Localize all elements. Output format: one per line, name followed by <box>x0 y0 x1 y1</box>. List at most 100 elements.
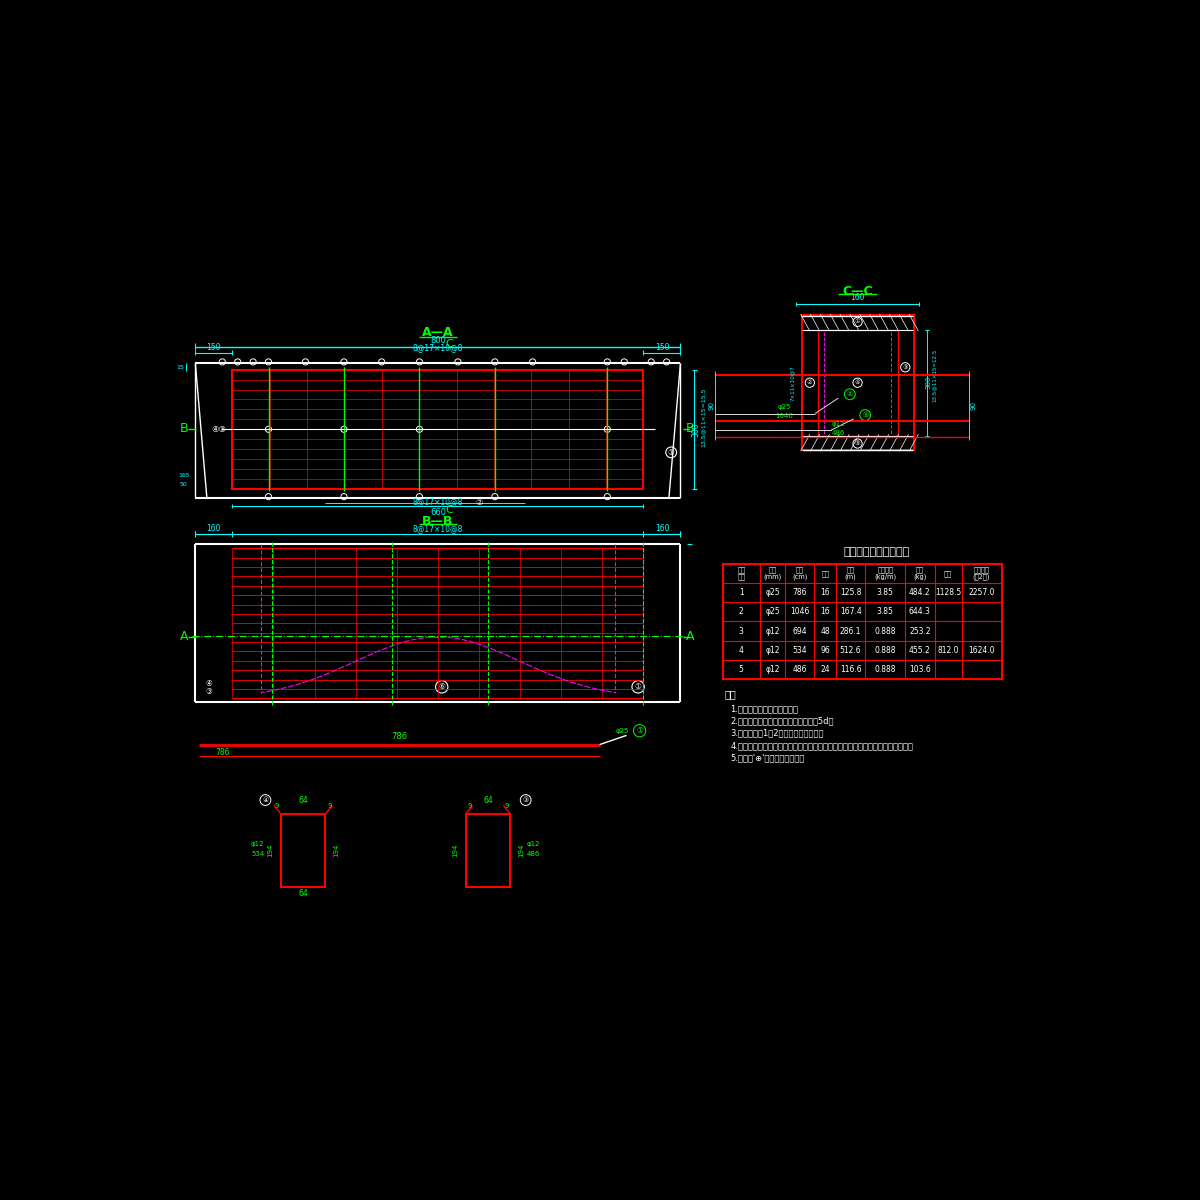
Text: 全桥合计
(共2个): 全桥合计 (共2个) <box>973 566 990 581</box>
Text: 0.888: 0.888 <box>875 626 896 636</box>
Text: 812.0: 812.0 <box>937 646 959 655</box>
Text: 1046: 1046 <box>790 607 810 617</box>
Text: 534: 534 <box>792 646 808 655</box>
Text: 512.6: 512.6 <box>840 646 862 655</box>
Text: ③: ③ <box>205 686 212 696</box>
Text: ④③: ④③ <box>211 425 226 433</box>
Text: ④: ④ <box>263 797 269 803</box>
Text: 125.8: 125.8 <box>840 588 862 598</box>
Text: ④: ④ <box>854 380 860 385</box>
Text: ②: ② <box>847 391 853 397</box>
Text: 484.2: 484.2 <box>910 588 931 598</box>
Bar <box>722 564 1002 679</box>
Text: 总长
(m): 总长 (m) <box>845 566 857 581</box>
Text: 钢筋
编号: 钢筋 编号 <box>737 566 745 581</box>
Text: ①: ① <box>636 726 643 736</box>
Text: B: B <box>180 422 188 436</box>
Text: 24: 24 <box>821 665 830 674</box>
Text: φ12: φ12 <box>832 421 845 427</box>
Bar <box>466 814 510 887</box>
Text: 455.2: 455.2 <box>910 646 931 655</box>
Text: A—A: A—A <box>422 326 454 340</box>
Text: 486: 486 <box>527 851 540 857</box>
Text: 116.6: 116.6 <box>840 665 862 674</box>
Text: 1046: 1046 <box>775 413 793 419</box>
Text: 注：: 注： <box>725 690 736 700</box>
Text: 2: 2 <box>739 607 744 617</box>
Text: 8@17×10@8: 8@17×10@8 <box>413 497 463 505</box>
Text: 103.6: 103.6 <box>910 665 931 674</box>
Text: φ25: φ25 <box>616 727 629 733</box>
Text: 48: 48 <box>821 626 830 636</box>
Text: ⑥: ⑥ <box>438 683 445 691</box>
Text: 共重
(kg): 共重 (kg) <box>913 566 926 581</box>
Text: ⑤: ⑤ <box>854 442 860 446</box>
Text: φ25: φ25 <box>766 588 780 598</box>
Text: 0.888: 0.888 <box>875 646 896 655</box>
Bar <box>281 814 325 887</box>
Text: 小计: 小计 <box>944 570 952 576</box>
Text: 90: 90 <box>708 401 714 410</box>
Text: 64: 64 <box>299 889 308 898</box>
Text: 160: 160 <box>655 523 670 533</box>
Text: 160: 160 <box>206 523 221 533</box>
Text: φ12: φ12 <box>251 841 264 847</box>
Text: 5.图纸中'⊕'表示预应力管道。: 5.图纸中'⊕'表示预应力管道。 <box>731 754 805 762</box>
Text: 160: 160 <box>851 294 865 302</box>
Text: φ12: φ12 <box>766 646 780 655</box>
Text: 0.888: 0.888 <box>875 665 896 674</box>
Text: 96: 96 <box>821 646 830 655</box>
Text: 15: 15 <box>176 365 184 370</box>
Bar <box>817 330 898 436</box>
Text: φ25: φ25 <box>766 607 780 617</box>
Text: 数量: 数量 <box>821 570 829 576</box>
Text: 50: 50 <box>180 482 187 487</box>
Text: 2257.0: 2257.0 <box>968 588 995 598</box>
Text: 13.5@11×15=15.5: 13.5@11×15=15.5 <box>701 388 706 448</box>
Text: 534: 534 <box>251 851 264 857</box>
Text: 194: 194 <box>518 844 524 857</box>
Text: 长度
(cm): 长度 (cm) <box>792 566 808 581</box>
Text: 3.85: 3.85 <box>877 588 894 598</box>
Text: 单位重量
(kg/m): 单位重量 (kg/m) <box>875 566 896 581</box>
Text: ①: ① <box>635 683 642 691</box>
Text: 16: 16 <box>821 607 830 617</box>
Text: 8@17×10@8: 8@17×10@8 <box>413 343 463 352</box>
Text: 300: 300 <box>925 376 931 390</box>
Text: 5: 5 <box>739 665 744 674</box>
Text: 64: 64 <box>484 796 493 804</box>
Text: 1.本图尺寸均以厘米为单位。: 1.本图尺寸均以厘米为单位。 <box>731 704 798 713</box>
Text: A: A <box>180 630 188 643</box>
Text: 9: 9 <box>467 803 472 809</box>
Text: 1128.5: 1128.5 <box>935 588 961 598</box>
Text: 300: 300 <box>691 422 701 437</box>
Text: 1: 1 <box>739 588 744 598</box>
Bar <box>802 314 913 450</box>
Text: 13.5@11×15=12.5: 13.5@11×15=12.5 <box>932 348 937 402</box>
Text: 286.1: 286.1 <box>840 626 862 636</box>
Text: 箱梁中横梁材料数量表: 箱梁中横梁材料数量表 <box>844 547 910 557</box>
Text: 194: 194 <box>452 844 458 857</box>
Text: 486: 486 <box>832 430 845 436</box>
Text: φ12: φ12 <box>766 665 780 674</box>
Text: 3: 3 <box>739 626 744 636</box>
Text: 786: 786 <box>391 732 408 742</box>
Text: 644.3: 644.3 <box>908 607 931 617</box>
Text: 694: 694 <box>792 626 808 636</box>
Text: 150: 150 <box>206 343 221 352</box>
Text: 16: 16 <box>821 588 830 598</box>
Text: 194: 194 <box>268 844 274 857</box>
Text: 90: 90 <box>970 401 976 410</box>
Text: 1624.0: 1624.0 <box>968 646 995 655</box>
Text: 2.骨架采用双面焊，焊缝长度不得小于5d。: 2.骨架采用双面焊，焊缝长度不得小于5d。 <box>731 716 834 725</box>
Text: B: B <box>686 422 695 436</box>
Text: C: C <box>445 505 454 515</box>
Text: 9: 9 <box>504 803 509 809</box>
Text: 4.当横梁钢筋与预应力钢束或者箱梁纵向钢筋发生干突时，可适当调整横梁钢筋。: 4.当横梁钢筋与预应力钢束或者箱梁纵向钢筋发生干突时，可适当调整横梁钢筋。 <box>731 740 913 750</box>
Text: 253.2: 253.2 <box>910 626 931 636</box>
Text: 194: 194 <box>334 844 340 857</box>
Text: ③: ③ <box>522 797 529 803</box>
Text: 9: 9 <box>275 803 280 809</box>
Text: C—C: C—C <box>842 284 872 298</box>
Text: 8@17×10@8: 8@17×10@8 <box>413 523 463 533</box>
